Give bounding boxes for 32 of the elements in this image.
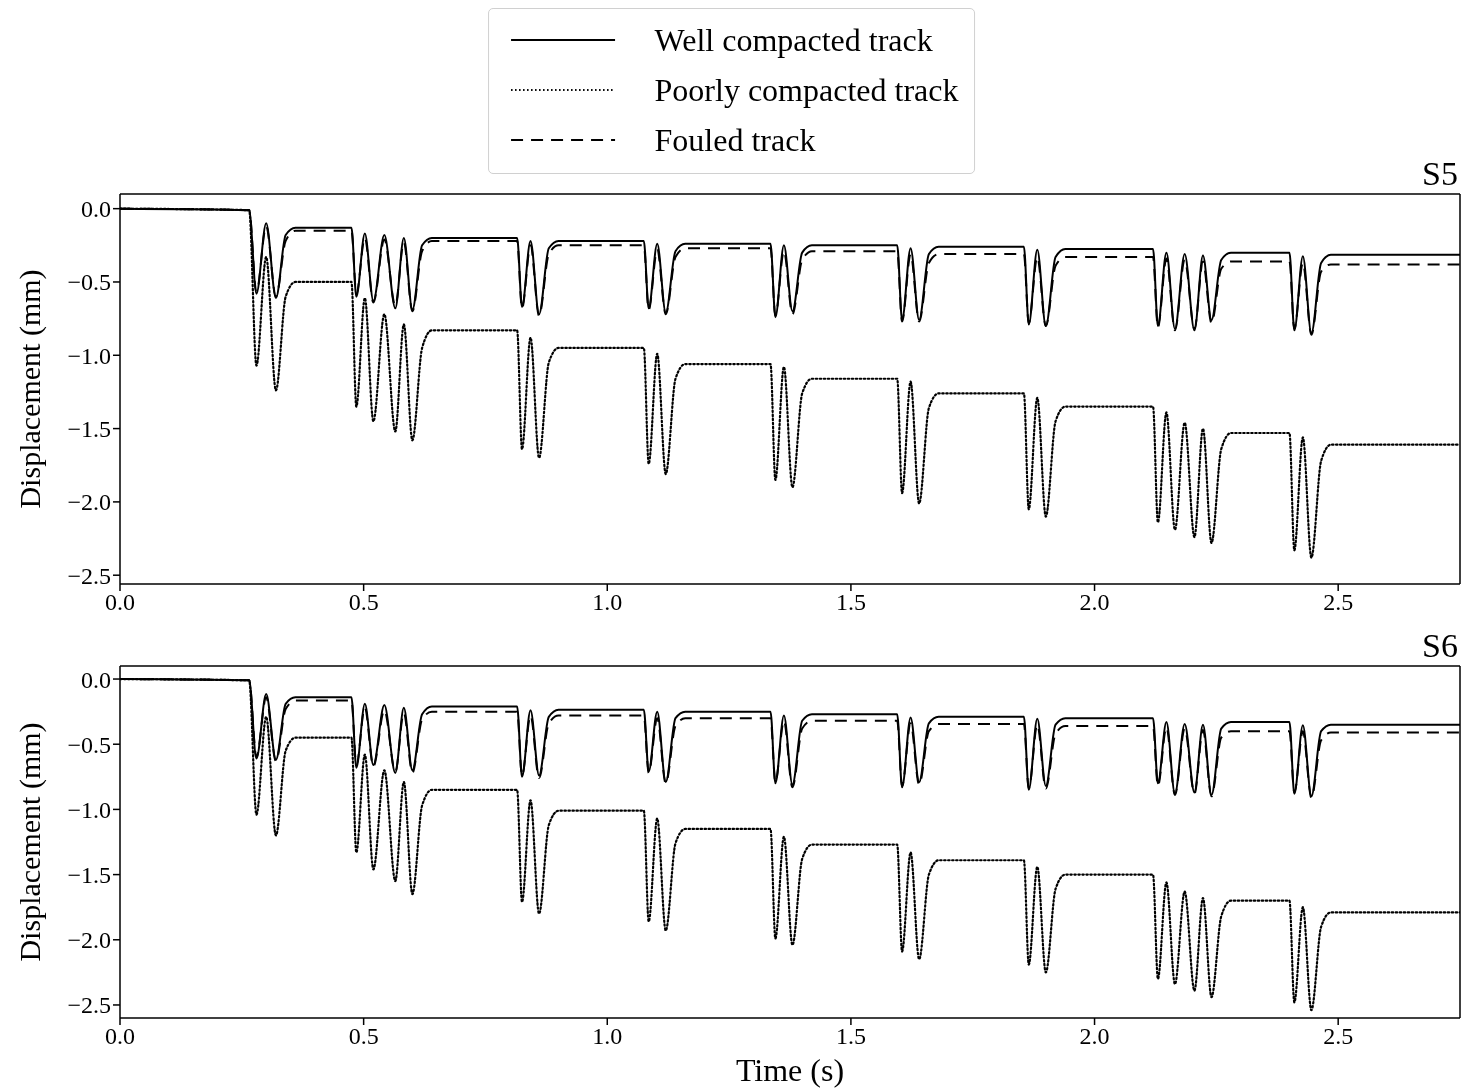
- y-tick-label: −1.5: [67, 862, 111, 889]
- legend-label: Poorly compacted track: [654, 71, 959, 109]
- y-tick-label: −2.0: [67, 489, 111, 516]
- chart-title: S6: [1422, 626, 1458, 666]
- x-tick-label: 1.5: [835, 589, 866, 616]
- y-tick-label: −1.5: [67, 416, 111, 443]
- x-tick-label: 2.0: [1079, 589, 1110, 616]
- x-tick-label: 2.5: [1323, 589, 1354, 616]
- y-tick-label: −2.0: [67, 927, 111, 954]
- x-tick-label: 0.0: [105, 589, 135, 616]
- x-tick-label: 0.0: [105, 1023, 135, 1050]
- y-tick-label: −2.5: [67, 992, 111, 1019]
- x-tick-label: 0.5: [348, 589, 379, 616]
- y-tick-label: 0.0: [81, 666, 111, 693]
- x-tick-label: 1.0: [592, 589, 623, 616]
- x-axis-title: Time (s): [735, 1051, 845, 1090]
- legend-label: Fouled track: [654, 121, 816, 159]
- y-tick-label: −0.5: [67, 731, 111, 758]
- x-tick-label: 2.0: [1079, 1023, 1110, 1050]
- legend-label: Well compacted track: [654, 21, 933, 59]
- y-axis-title: Displacement (mm): [13, 269, 47, 509]
- x-tick-label: 0.5: [348, 1023, 379, 1050]
- chart-title: S5: [1422, 154, 1458, 194]
- y-tick-label: −1.0: [67, 796, 111, 823]
- x-tick-label: 1.5: [835, 1023, 866, 1050]
- y-tick-label: −1.0: [67, 342, 111, 369]
- y-tick-label: 0.0: [81, 196, 111, 223]
- x-tick-label: 2.5: [1323, 1023, 1354, 1050]
- x-tick-label: 1.0: [592, 1023, 623, 1050]
- y-tick-label: −2.5: [67, 562, 111, 589]
- y-tick-label: −0.5: [67, 269, 111, 296]
- y-axis-title: Displacement (mm): [13, 722, 47, 962]
